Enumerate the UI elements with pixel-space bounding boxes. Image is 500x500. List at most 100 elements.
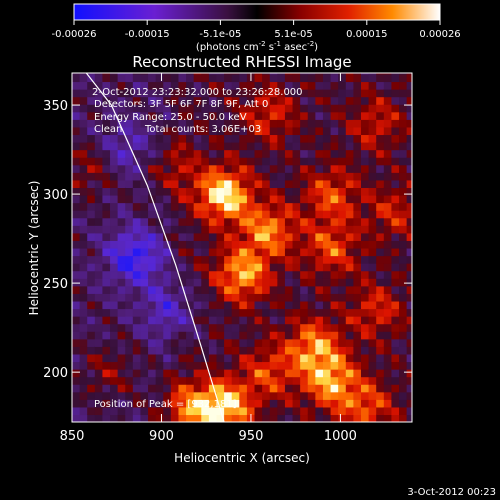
heatmap-cell <box>163 293 172 302</box>
heatmap-cell <box>239 179 248 189</box>
heatmap-cell <box>208 119 218 128</box>
heatmap-cell <box>72 104 81 113</box>
heatmap-cell <box>79 149 88 158</box>
heatmap-cell <box>102 278 111 287</box>
heatmap-cell <box>300 89 309 98</box>
heatmap-cell <box>170 126 180 136</box>
heatmap-cell <box>132 255 142 264</box>
heatmap-cell <box>406 270 412 279</box>
heatmap-cell <box>330 353 339 363</box>
heatmap-cell <box>216 172 225 181</box>
heatmap-cell <box>292 126 301 136</box>
heatmap-cell <box>315 157 324 166</box>
heatmap-cell <box>132 164 142 173</box>
heatmap-cell <box>186 73 195 83</box>
heatmap-cell <box>170 263 180 272</box>
heatmap-cell <box>277 308 286 317</box>
heatmap-cell <box>292 111 301 120</box>
heatmap-cell <box>246 331 256 340</box>
heatmap-cell <box>399 89 408 98</box>
heatmap-cell <box>193 96 202 105</box>
heatmap-cell <box>345 225 354 234</box>
heatmap-cell <box>170 406 180 416</box>
heatmap-cell <box>170 232 180 241</box>
heatmap-cell <box>292 278 301 287</box>
heatmap-cell <box>300 172 309 181</box>
heatmap-cell <box>231 126 240 136</box>
heatmap-cell <box>262 270 271 279</box>
heatmap-cell <box>231 270 240 279</box>
heatmap-cell <box>132 316 142 325</box>
heatmap-cell <box>186 323 195 332</box>
heatmap-cell <box>406 119 412 128</box>
heatmap-cell <box>186 164 195 173</box>
heatmap-cell <box>79 391 88 400</box>
heatmap-cell <box>345 73 354 83</box>
heatmap-cell <box>361 293 370 302</box>
heatmap-cell <box>216 217 225 226</box>
heatmap-cell <box>376 353 385 363</box>
heatmap-cell <box>216 187 225 196</box>
heatmap-cell <box>186 399 195 408</box>
heatmap-cell <box>353 225 362 234</box>
heatmap-cell <box>102 285 111 294</box>
heatmap-cell <box>132 96 142 105</box>
heatmap-cell <box>246 149 256 158</box>
y-tick-label: 350 <box>43 99 68 114</box>
heatmap-cell <box>246 376 256 385</box>
heatmap-cell <box>239 164 248 173</box>
heatmap-cell <box>208 157 218 166</box>
heatmap-cell <box>186 134 195 143</box>
heatmap-cell <box>239 369 248 378</box>
heatmap-cell <box>186 331 195 340</box>
heatmap-cell <box>307 210 316 219</box>
heatmap-cell <box>178 134 187 143</box>
heatmap-cell <box>193 225 202 234</box>
heatmap-cell <box>94 217 104 226</box>
heatmap-cell <box>155 81 164 90</box>
heatmap-cell <box>87 399 96 408</box>
heatmap-cell <box>186 232 195 241</box>
heatmap-cell <box>117 240 126 249</box>
heatmap-cell <box>292 361 301 370</box>
heatmap-cell <box>376 406 385 416</box>
heatmap-cell <box>338 293 347 302</box>
heatmap-cell <box>246 172 256 181</box>
heatmap-cell <box>72 232 81 241</box>
heatmap-cell <box>254 270 263 279</box>
heatmap-cell <box>315 338 324 347</box>
heatmap-cell <box>178 308 187 317</box>
plot-frame <box>71 72 413 423</box>
heatmap-cell <box>353 406 362 416</box>
heatmap-cell <box>87 300 96 310</box>
heatmap-cell <box>208 96 218 105</box>
heatmap-cell <box>300 376 309 385</box>
heatmap-cell <box>163 391 172 400</box>
heatmap-cell <box>292 346 301 355</box>
heatmap-cell <box>345 270 354 279</box>
heatmap-cell <box>300 149 309 158</box>
heatmap-cell <box>383 81 393 90</box>
heatmap-cell <box>338 263 347 272</box>
heatmap-cell <box>163 73 172 75</box>
heatmap-cell <box>383 278 393 287</box>
heatmap-cell <box>376 346 385 355</box>
heatmap-cell <box>125 164 134 173</box>
heatmap-cell <box>361 126 370 136</box>
heatmap-cell <box>262 157 271 166</box>
heatmap-cell <box>406 278 412 287</box>
heatmap-cell <box>353 338 362 347</box>
heatmap-cell <box>132 179 142 189</box>
heatmap-cell <box>208 414 218 422</box>
heatmap-cell <box>148 391 157 400</box>
heatmap-cell <box>155 187 164 196</box>
heatmap-cell <box>163 157 172 166</box>
heatmap-cell <box>277 96 286 105</box>
heatmap-cell <box>284 255 294 264</box>
heatmap-cell <box>201 285 210 294</box>
heatmap-cell <box>338 278 347 287</box>
heatmap-cell <box>178 111 187 120</box>
colorbar-tick-label: 0.00026 <box>419 29 460 40</box>
heatmap-cell <box>284 308 294 317</box>
heatmap-cell <box>277 157 286 166</box>
